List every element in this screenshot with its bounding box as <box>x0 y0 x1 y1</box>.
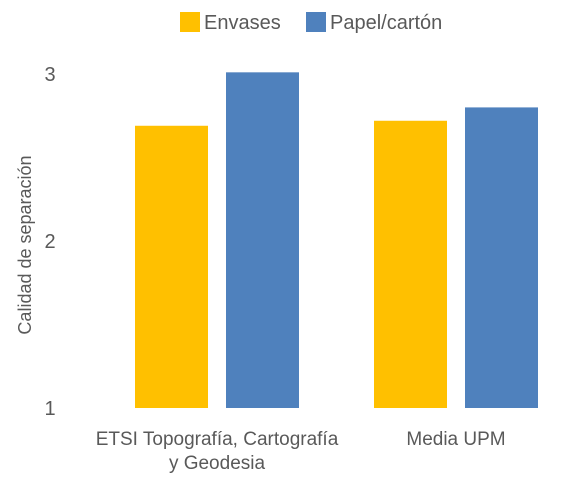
legend-label-1: Envases <box>204 12 281 34</box>
y-tick-label-3: 3 <box>44 64 55 86</box>
y-tick-label-1: 1 <box>44 398 55 420</box>
x-category-label-1: ETSI Topografía, Cartografía y Geodesia <box>96 429 339 474</box>
y-axis: 1 2 3 <box>44 64 55 420</box>
legend-swatch-1 <box>180 12 200 32</box>
bar-2-2 <box>465 107 538 409</box>
y-axis-label: Calidad de separación <box>15 155 35 334</box>
x-axis: ETSI Topografía, Cartografía y Geodesia Me… <box>96 429 506 474</box>
legend-label-2: Papel/cartón <box>330 12 442 34</box>
y-tick-label-2: 2 <box>44 231 55 253</box>
legend-swatch-2 <box>306 12 326 32</box>
bar-1-1 <box>135 125 208 409</box>
bars <box>135 72 538 409</box>
bar-2-1 <box>374 120 447 408</box>
bar-1-2 <box>226 72 299 408</box>
x-category-label-2: Media UPM <box>406 429 505 450</box>
legend: Envases Papel/cartón <box>180 12 442 34</box>
